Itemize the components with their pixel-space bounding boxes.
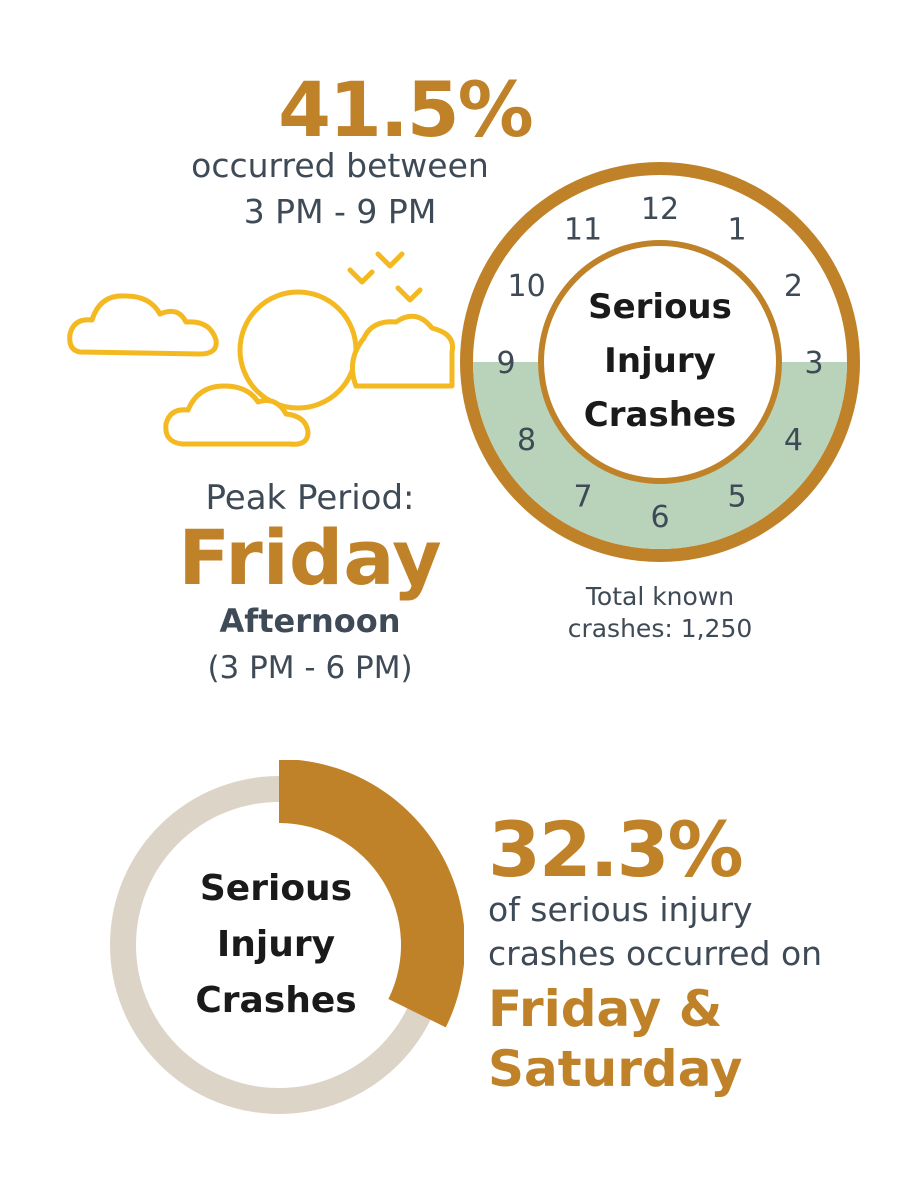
clock-center-line3: Crashes (584, 395, 736, 435)
sun-clouds-illustration (67, 251, 456, 447)
clock-hour-label: 7 (573, 479, 592, 514)
sun-icon (237, 289, 359, 411)
donut-highlight-segment (279, 760, 464, 1028)
cloud-icon (67, 293, 219, 357)
clock-hour-label: 9 (496, 346, 515, 381)
total-line1: Total known (585, 582, 735, 611)
peak-day: Friday (178, 513, 442, 602)
top-stat-line1: occurred between (191, 146, 489, 185)
clock-hour-label: 12 (641, 192, 679, 227)
peak-label: Peak Period: (205, 478, 415, 518)
birds-icon (347, 251, 423, 303)
top-stat-value: 41.5% (278, 65, 534, 154)
top-stat-line2: 3 PM - 9 PM (243, 192, 437, 231)
bottom-stat-value: 32.3% (488, 805, 744, 894)
bottom-stat-day1: Friday & (488, 980, 723, 1038)
bottom-stat-day2: Saturday (488, 1040, 743, 1098)
clock-hour-label: 4 (784, 423, 803, 458)
clock-center-line2: Injury (604, 341, 716, 381)
clock-hour-label: 5 (727, 479, 746, 514)
peak-range: (3 PM - 6 PM) (207, 650, 413, 686)
donut-center-line1: Serious (200, 868, 352, 909)
bottom-stat-line2: crashes occurred on (488, 934, 823, 973)
clock-hour-label: 3 (804, 346, 823, 381)
cloud-icon (163, 383, 311, 447)
clock-center-line1: Serious (588, 287, 732, 327)
donut-chart: Serious Injury Crashes (110, 760, 464, 1114)
clock-hour-label: 2 (784, 269, 803, 304)
clock-hour-label: 8 (517, 423, 536, 458)
clock-hour-label: 1 (727, 213, 746, 248)
donut-center-line3: Crashes (195, 980, 356, 1021)
clock-inner-face (544, 246, 776, 478)
bottom-stat-line1: of serious injury (488, 890, 753, 929)
donut-center-line2: Injury (217, 924, 335, 965)
peak-part: Afternoon (219, 602, 401, 640)
clock-hour-label: 6 (650, 500, 669, 535)
clock-hour-label: 10 (508, 269, 546, 304)
clock-hour-label: 11 (564, 213, 602, 248)
cloud-icon (349, 313, 456, 389)
total-line2: crashes: 1,250 (567, 614, 753, 643)
